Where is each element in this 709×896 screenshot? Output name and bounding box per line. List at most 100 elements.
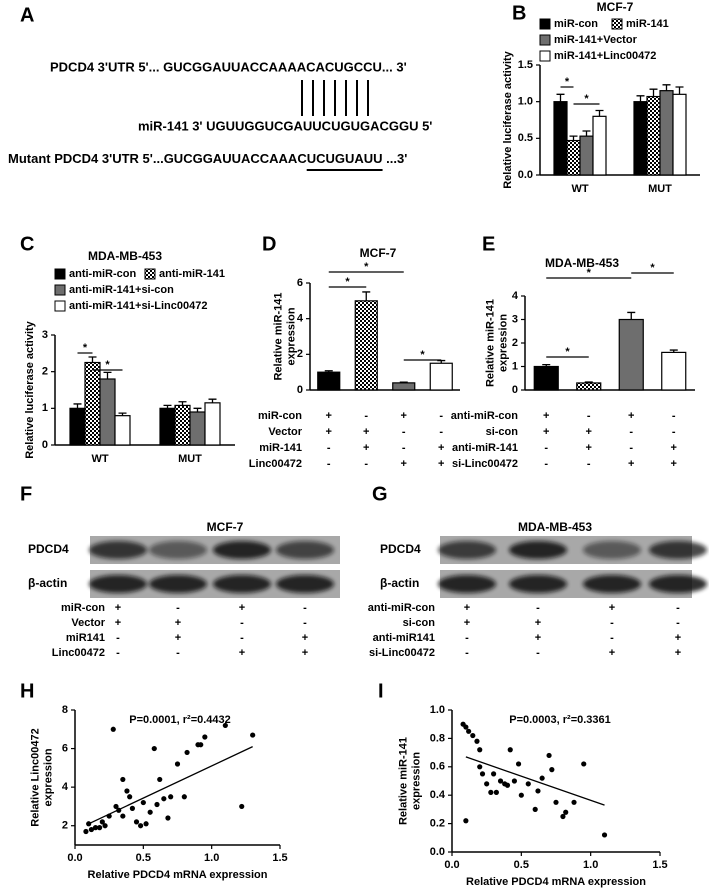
legend-label: miR-141+Vector — [554, 34, 638, 46]
panel-label: A — [20, 4, 34, 26]
wild-type-sequence: PDCD4 3'UTR 5'... GUCGGAUUACCAAAACACUGCC… — [50, 59, 407, 74]
treatment-sign: - — [629, 426, 633, 438]
data-point — [83, 828, 89, 835]
error-bar — [662, 84, 671, 91]
stat-label: P=0.0003, r²=0.3361 — [509, 714, 611, 726]
y-tick-label: 2 — [42, 366, 48, 378]
treatment-sign: - — [176, 602, 180, 614]
treatment-label: anti-miR-141 — [452, 442, 518, 454]
treatment-sign: + — [535, 632, 541, 644]
error-bar — [595, 109, 604, 117]
data-point — [511, 778, 517, 784]
legend-label: anti-miR-141+si-con — [69, 284, 174, 296]
y-tick-label: 4 — [62, 781, 69, 793]
treatment-sign: + — [671, 442, 677, 454]
error-bar — [649, 88, 658, 97]
x-tick-label: WT — [91, 453, 108, 465]
data-point — [143, 821, 149, 827]
y-axis-label: expression — [42, 748, 54, 806]
blot-band — [149, 541, 207, 559]
treatment-sign: + — [239, 647, 245, 659]
bar — [576, 382, 602, 391]
bar — [84, 361, 101, 446]
treatment-label: anti-miR-con — [368, 602, 436, 614]
chart-title: MDA-MB-453 — [88, 249, 162, 263]
treatment-label: Vector — [71, 617, 105, 629]
chart-title: MCF-7 — [597, 0, 634, 14]
stat-label: P=0.0001, r²=0.4432 — [129, 714, 231, 726]
data-point — [124, 788, 130, 794]
y-axis-label: Relative miR-141 — [272, 292, 284, 380]
treatment-label: Linc00472 — [52, 647, 105, 659]
significance-label: * — [565, 76, 570, 88]
blot-band — [649, 541, 707, 559]
treatment-sign: + — [671, 458, 677, 470]
treatment-sign: - — [544, 442, 548, 454]
data-point — [581, 761, 587, 767]
y-tick-label: 0 — [512, 384, 518, 396]
data-point — [86, 821, 92, 827]
data-point — [470, 732, 476, 739]
mutant-sequence: Mutant PDCD4 3'UTR 5'...GUCGGAUUACCAAACU… — [8, 151, 407, 166]
data-point — [479, 771, 486, 777]
data-point — [168, 794, 174, 800]
data-point — [474, 738, 480, 744]
error-bar — [103, 371, 112, 379]
treatment-sign: + — [464, 617, 470, 629]
data-point — [484, 781, 490, 787]
data-point — [102, 823, 108, 829]
error-bar — [542, 363, 551, 367]
treatment-sign: - — [116, 647, 120, 659]
significance-label: * — [420, 349, 425, 361]
y-tick-label: 8 — [62, 704, 68, 716]
panel-label: G — [372, 483, 388, 505]
legend-label: miR-141 — [626, 18, 669, 30]
blot-band — [438, 541, 496, 559]
treatment-sign: - — [629, 442, 633, 454]
error-bar — [88, 356, 97, 363]
treatment-sign: + — [401, 410, 407, 422]
bar — [661, 351, 687, 391]
legend-label: anti-miR-141 — [159, 268, 225, 280]
data-point — [127, 794, 133, 800]
legend-swatch — [539, 50, 551, 62]
blot-band — [89, 541, 147, 559]
x-axis-label: Relative PDCD4 mRNA expression — [88, 869, 268, 881]
treatment-sign: + — [175, 632, 181, 644]
data-point — [129, 805, 135, 811]
legend-label: miR-141+Linc00472 — [554, 50, 656, 62]
bar — [429, 362, 453, 391]
data-point — [202, 734, 208, 740]
y-tick-label: 0.0 — [430, 846, 445, 858]
data-point — [571, 799, 577, 805]
significance-label: * — [650, 262, 655, 274]
data-point — [477, 764, 483, 770]
error-bar — [582, 130, 591, 137]
treatment-sign: + — [609, 647, 615, 659]
x-tick-label: 0.5 — [514, 859, 529, 871]
panel-label: C — [20, 233, 34, 255]
data-point — [507, 747, 513, 753]
panel-label: D — [262, 233, 276, 255]
treatment-sign: - — [303, 602, 307, 614]
treatment-sign: + — [175, 617, 181, 629]
treatment-sign: + — [326, 426, 332, 438]
bar — [553, 101, 568, 176]
blot-band — [89, 575, 147, 593]
treatment-sign: - — [364, 410, 368, 422]
y-tick-label: 6 — [297, 277, 303, 289]
treatment-sign: + — [535, 617, 541, 629]
y-tick-label: 0 — [297, 384, 303, 396]
blot-row-label: PDCD4 — [380, 542, 421, 556]
treatment-sign: - — [327, 458, 331, 470]
panel-label: B — [512, 2, 526, 24]
panel-label: H — [20, 680, 34, 702]
blot-title: MCF-7 — [207, 520, 244, 534]
treatment-sign: + — [628, 458, 634, 470]
data-point — [549, 767, 555, 773]
y-tick-label: 0.0 — [518, 169, 533, 181]
x-tick-label: WT — [571, 183, 588, 195]
y-tick-label: 0.4 — [430, 789, 446, 801]
treatment-sign: + — [302, 632, 308, 644]
data-point — [147, 809, 153, 815]
